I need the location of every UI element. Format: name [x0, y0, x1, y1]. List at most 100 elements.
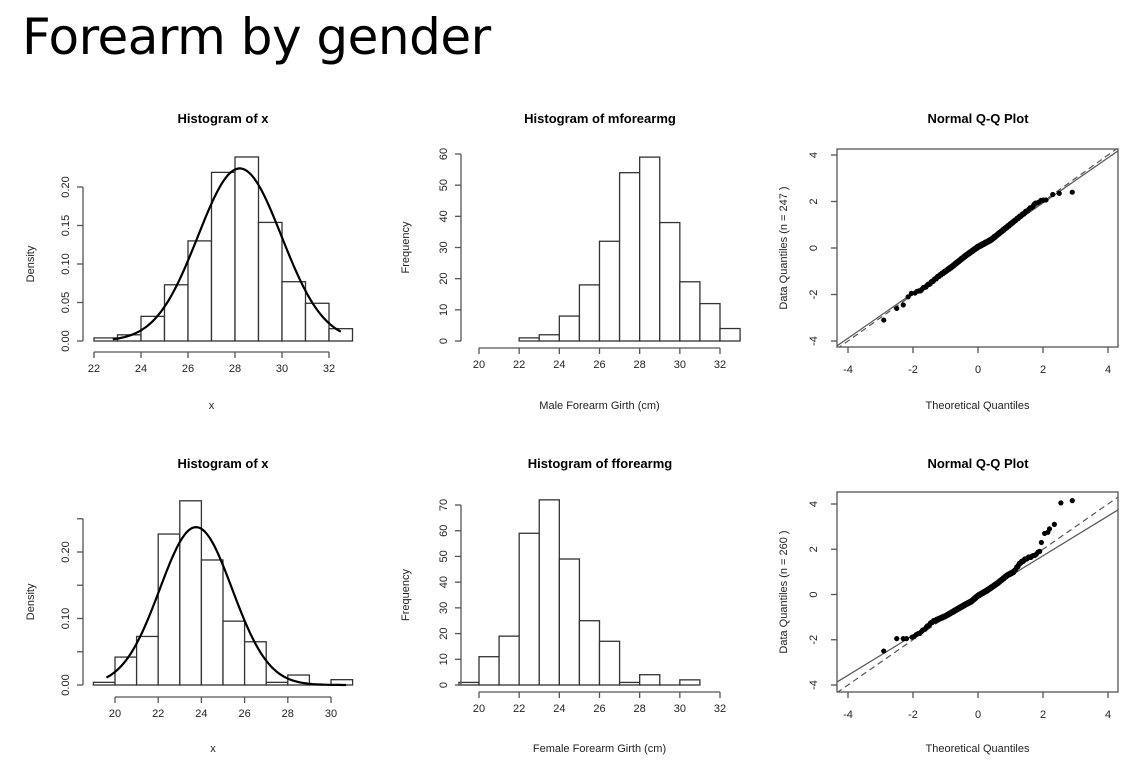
- y-tick-label: 0.15: [60, 215, 72, 236]
- qq-point: [1037, 548, 1043, 554]
- y-axis-label: Data Quantiles (n = 260 ): [778, 530, 790, 653]
- histogram-bar: [157, 533, 181, 686]
- qq-point: [1069, 498, 1075, 504]
- qq-point: [894, 636, 900, 642]
- histogram-bar: [498, 635, 520, 686]
- x-tick-label: 0: [975, 709, 981, 721]
- x-tick-label: 28: [634, 703, 646, 715]
- x-axis-label: Theoretical Quantiles: [926, 743, 1030, 755]
- histogram-bar: [518, 337, 540, 342]
- x-tick-label: -4: [843, 364, 853, 376]
- histogram-bar: [287, 674, 311, 686]
- histogram-bar: [598, 640, 621, 686]
- normal-density-curve: [105, 525, 347, 687]
- histogram-bar: [578, 284, 601, 342]
- qq-point: [881, 317, 887, 323]
- chart-title: Normal Q-Q Plot: [927, 111, 1029, 126]
- male-density-histogram: Histogram of x x Density 22 24 26 28 30 32 0.00 0.…: [25, 111, 354, 412]
- histogram-bar: [538, 499, 560, 686]
- histogram-bar: [478, 656, 500, 686]
- x-tick-label: 30: [325, 708, 337, 720]
- male-frequency-histogram: Histogram of mforearmg Male Forearm Girth…: [400, 111, 741, 412]
- x-tick-label: 24: [553, 703, 565, 715]
- x-tick-label: 26: [593, 703, 605, 715]
- y-tick-label: 0.00: [60, 674, 72, 695]
- normal-density-curve: [112, 167, 342, 341]
- male-qq-plot: Normal Q-Q Plot Theoretical Quantiles Data…: [778, 111, 1119, 412]
- x-tick-label: 20: [473, 359, 485, 371]
- x-tick-label: -4: [843, 709, 853, 721]
- chart-title: Histogram of x: [177, 456, 269, 471]
- x-tick-label: 26: [593, 359, 605, 371]
- y-tick-label: -2: [808, 635, 820, 645]
- histogram-bar: [719, 327, 741, 342]
- x-axis-label: x: [209, 400, 215, 412]
- y-tick-label: 0: [808, 245, 820, 251]
- x-tick-label: 20: [109, 708, 121, 720]
- female-qq-plot: Normal Q-Q Plot Theoretical Quantiles Data…: [778, 456, 1119, 755]
- female-frequency-histogram: Histogram of fforearmg Female Forearm Gir…: [400, 456, 726, 755]
- histogram-bar: [92, 681, 116, 686]
- x-tick-label: 4: [1105, 709, 1111, 721]
- histogram-bar: [222, 620, 246, 686]
- histogram-bar: [187, 240, 213, 342]
- y-tick-label: 60: [438, 525, 450, 537]
- chart-title: Histogram of x: [177, 111, 269, 126]
- y-tick-label: 0.10: [60, 253, 72, 274]
- y-tick-label: 4: [808, 501, 820, 507]
- qq-point: [1050, 191, 1056, 198]
- histogram-bar: [234, 156, 260, 342]
- x-tick-label: 30: [276, 363, 288, 375]
- histogram-bar: [578, 620, 601, 686]
- y-tick-label: 2: [808, 546, 820, 552]
- x-tick-label: 28: [282, 708, 294, 720]
- y-tick-label: 70: [438, 499, 450, 511]
- y-tick-label: 40: [438, 210, 450, 222]
- chart-title: Histogram of mforearmg: [524, 111, 676, 126]
- y-tick-label: 4: [808, 152, 820, 158]
- histogram-bar: [558, 558, 581, 686]
- y-tick-label: 0.20: [60, 176, 72, 197]
- histogram-bar: [518, 532, 540, 686]
- y-axis-label: Frequency: [400, 569, 412, 621]
- y-tick-label: 60: [438, 148, 450, 160]
- y-tick-label: 0.00: [60, 330, 72, 351]
- y-tick-label: 0: [438, 338, 450, 344]
- histogram-bar: [679, 679, 701, 686]
- histogram-bar: [618, 172, 641, 342]
- y-tick-label: 10: [438, 653, 450, 665]
- y-tick-label: 20: [438, 273, 450, 285]
- x-tick-label: 24: [553, 359, 565, 371]
- x-tick-label: -2: [908, 364, 918, 376]
- x-tick-label: 26: [182, 363, 194, 375]
- y-tick-label: 40: [438, 576, 450, 588]
- qq-point: [1043, 197, 1049, 203]
- y-tick-label: 50: [438, 550, 450, 562]
- x-tick-label: 30: [674, 359, 686, 371]
- histogram-bar: [558, 315, 581, 342]
- y-tick-label: 0: [808, 591, 820, 597]
- y-axis-label: Data Quantiles (n = 247 ): [778, 186, 790, 309]
- histogram-bar: [618, 681, 641, 686]
- x-tick-label: 30: [674, 703, 686, 715]
- y-tick-label: -2: [808, 290, 820, 300]
- y-tick-label: 0: [438, 682, 450, 688]
- x-tick-label: 0: [975, 364, 981, 376]
- y-axis-label: Density: [25, 583, 37, 620]
- y-tick-label: 10: [438, 304, 450, 316]
- x-tick-label: 22: [513, 359, 525, 371]
- histogram-bar: [200, 559, 224, 686]
- x-axis-label: x: [210, 743, 216, 755]
- y-tick-label: 30: [438, 241, 450, 253]
- chart-title: Normal Q-Q Plot: [927, 456, 1029, 471]
- y-tick-label: -4: [808, 680, 820, 690]
- histogram-bar: [265, 681, 289, 686]
- x-tick-label: 28: [229, 363, 241, 375]
- y-tick-label: 0.10: [60, 608, 72, 629]
- x-tick-label: 2: [1040, 364, 1046, 376]
- x-tick-label: -2: [908, 709, 918, 721]
- qq-point: [1069, 189, 1075, 195]
- qq-point: [1038, 539, 1044, 546]
- x-tick-label: 24: [195, 708, 207, 720]
- x-axis-label: Theoretical Quantiles: [926, 400, 1030, 412]
